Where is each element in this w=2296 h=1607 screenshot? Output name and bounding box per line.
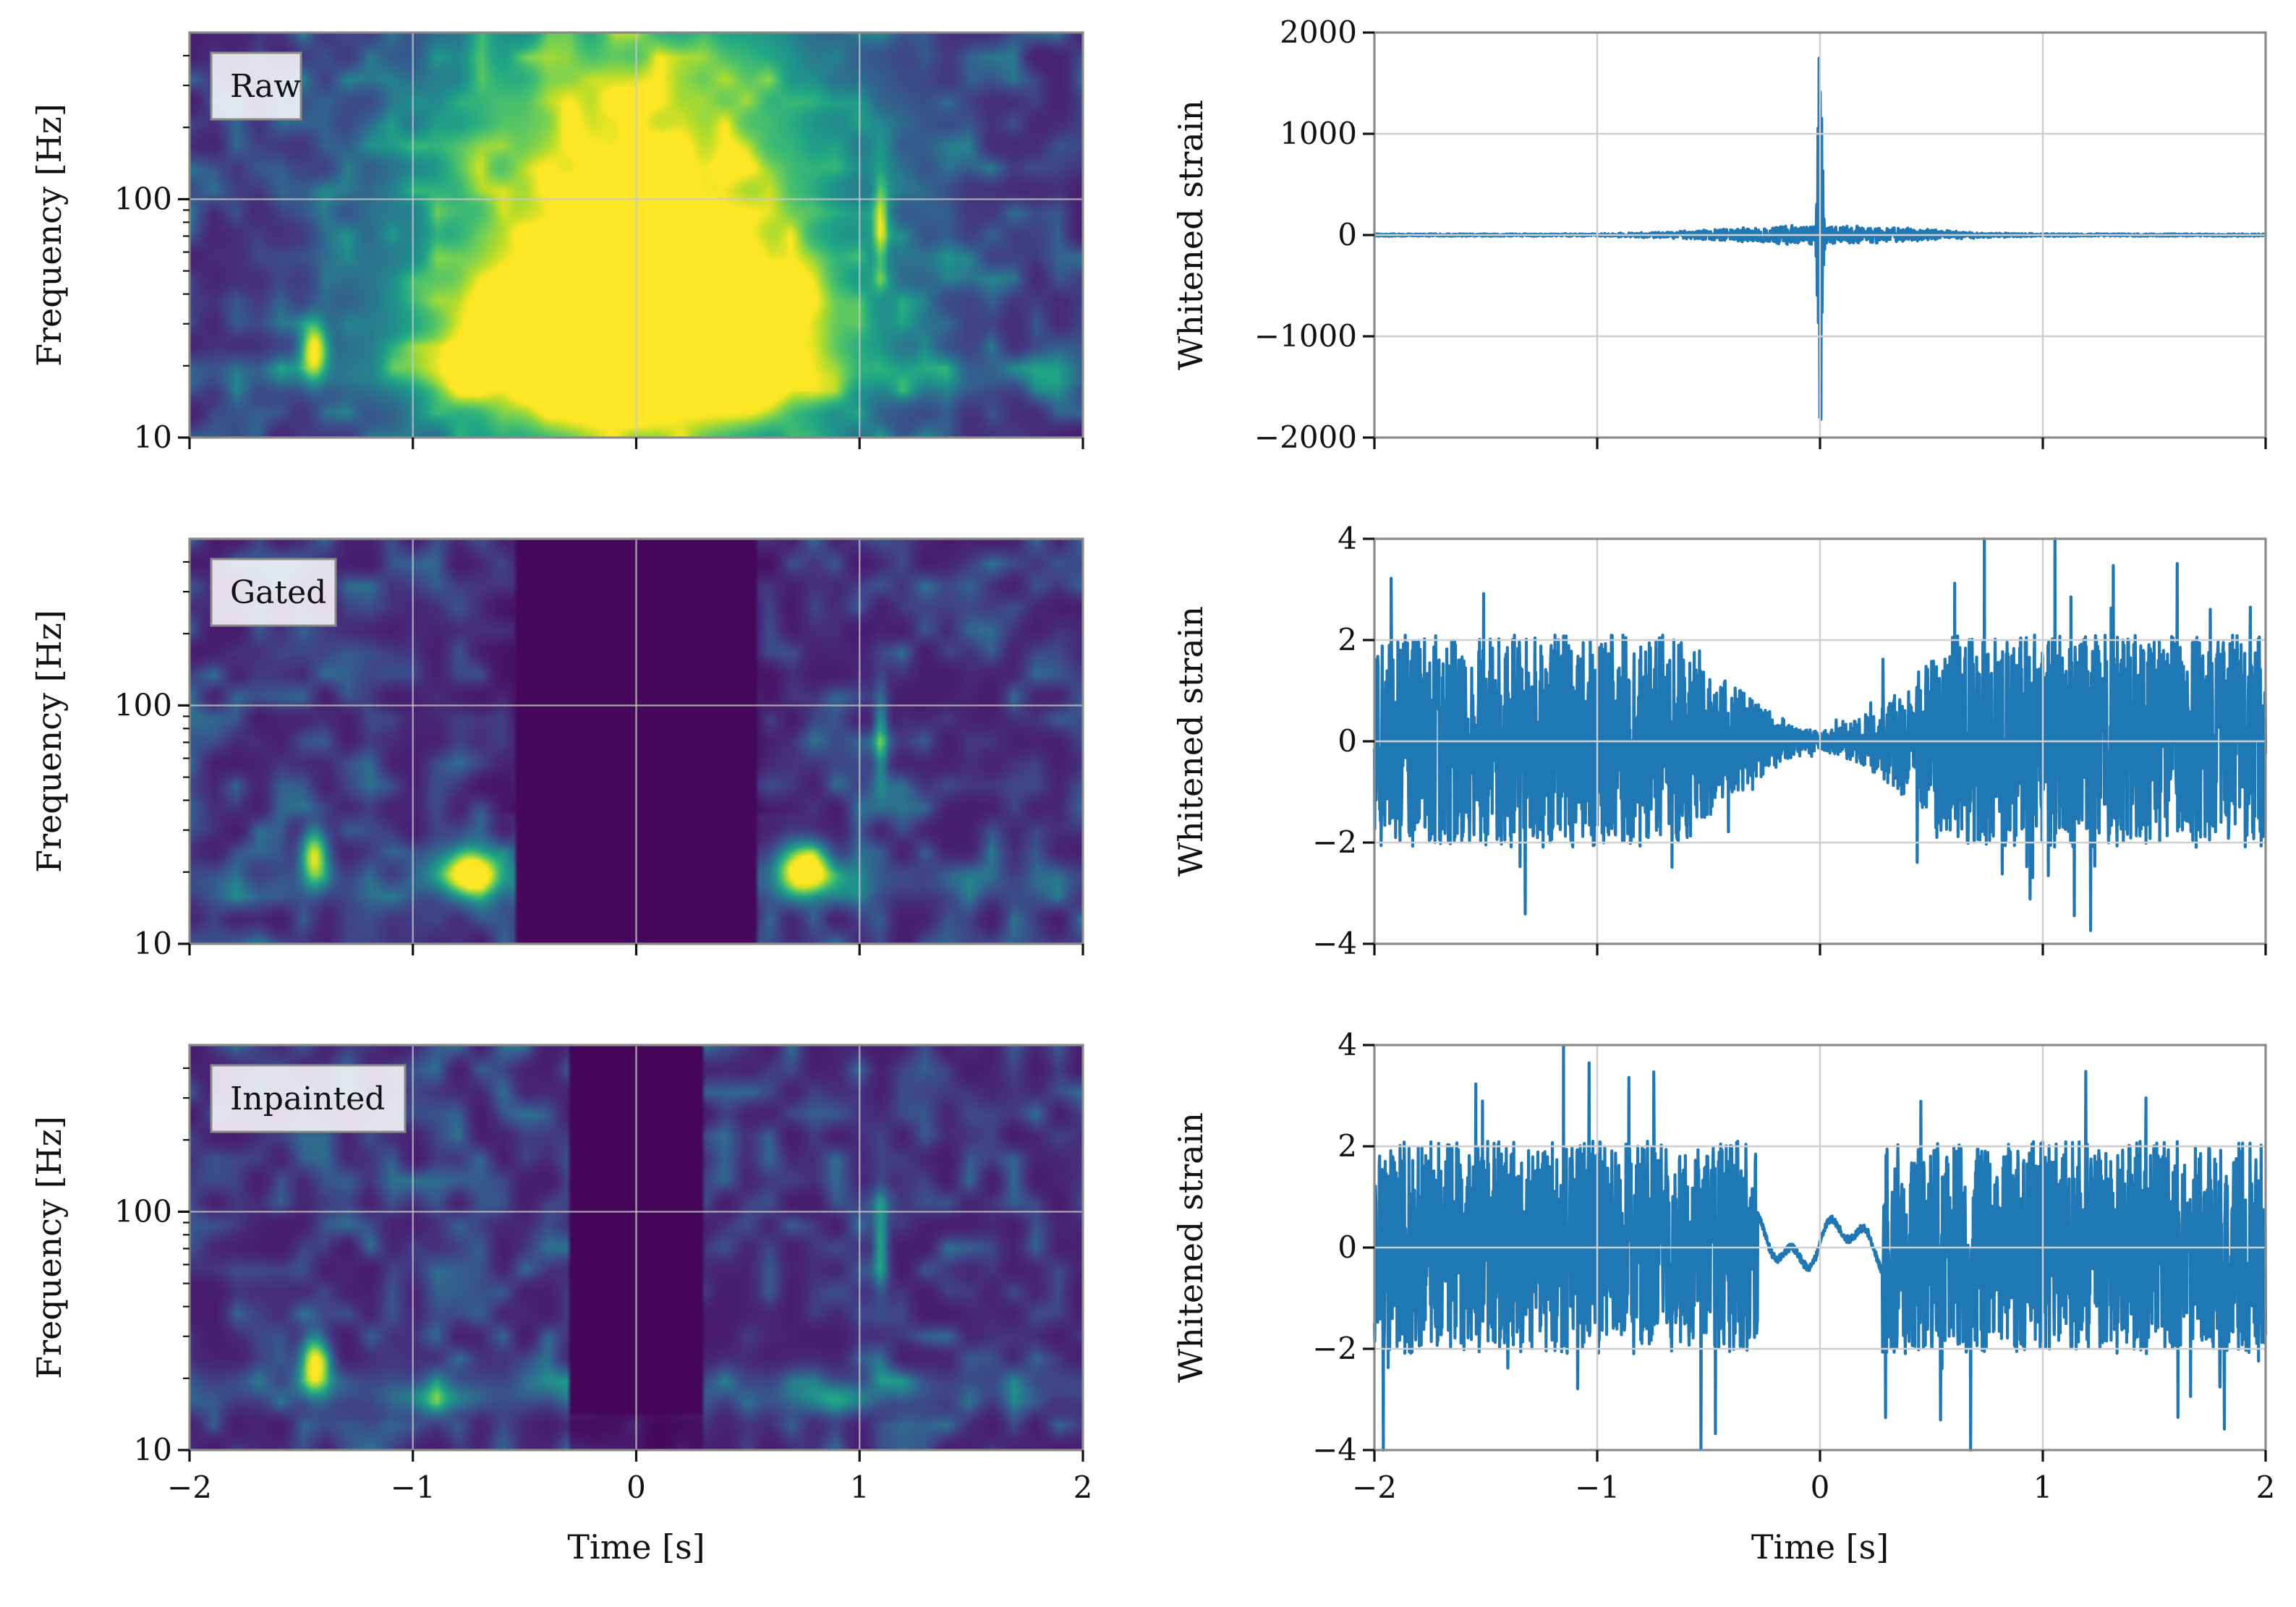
- raw-spectrogram-ytick-label: 10: [134, 419, 172, 455]
- inpainted-strain-xtick-label: 2: [2256, 1470, 2276, 1505]
- raw-strain-ytick-label: 0: [1338, 217, 1357, 252]
- inpainted-strain-ytick-label: −2: [1312, 1331, 1357, 1366]
- gated-strain-ytick-label: 4: [1338, 521, 1357, 556]
- inpainted-strain-ytick-label: 2: [1338, 1128, 1357, 1164]
- inpainted-spectrogram-ytick-label: 10: [134, 1432, 172, 1467]
- inpainted-spectrogram-xtick-label: −1: [391, 1470, 435, 1505]
- gated-spectrogram-label: Gated: [230, 574, 326, 611]
- gated-strain-ytick-label: 2: [1338, 622, 1357, 657]
- gated-strain-ytick-label: 0: [1338, 723, 1357, 759]
- inpainted-strain-xtick-label: 1: [2033, 1470, 2053, 1505]
- raw-spectrogram-ytick-label: 100: [114, 181, 172, 216]
- gated-spectrogram-label-box: [210, 558, 337, 627]
- inpainted-spectrogram-xtick-label: 2: [1073, 1470, 1093, 1505]
- raw-strain-ylabel: Whitened strain: [1171, 100, 1210, 370]
- gated-spectrogram-ytick-label: 10: [134, 926, 172, 961]
- inpainted-spectrogram-label: Inpainted: [230, 1080, 385, 1117]
- raw-strain-ytick-label: 1000: [1280, 116, 1357, 151]
- raw-spectrogram-label-box: [210, 51, 302, 121]
- inpainted-spectrogram-xtick-label: 0: [626, 1470, 646, 1505]
- inpainted-spectrogram-ytick-label: 100: [114, 1193, 172, 1229]
- inpainted-strain-xtick-label: 0: [1811, 1470, 1830, 1505]
- gated-spectrogram-ytick-label: 100: [114, 687, 172, 722]
- raw-strain-ytick-label: −2000: [1254, 419, 1357, 455]
- raw-spectrogram-ylabel: Frequency [Hz]: [30, 103, 69, 367]
- gated-spectrogram-ylabel: Frequency [Hz]: [30, 610, 69, 873]
- inpainted-spectrogram-label-box: [210, 1064, 407, 1133]
- gated-strain-ylabel: Whitened strain: [1171, 606, 1210, 877]
- inpainted-spectrogram-xtick-label: −2: [167, 1470, 212, 1505]
- inpainted-spectrogram-xlabel: Time [s]: [567, 1527, 705, 1566]
- inpainted-strain-xtick-label: −2: [1352, 1470, 1397, 1505]
- gated-strain-ytick-label: −4: [1312, 926, 1357, 961]
- raw-spectrogram-label: Raw: [230, 68, 301, 105]
- inpainted-strain-ylabel: Whitened strain: [1171, 1112, 1210, 1383]
- inpainted-spectrogram-xtick-label: 1: [850, 1470, 869, 1505]
- inpainted-spectrogram-ylabel: Frequency [Hz]: [30, 1116, 69, 1379]
- raw-strain-ytick-label: 2000: [1280, 14, 1357, 50]
- inpainted-strain-xlabel: Time [s]: [1751, 1527, 1889, 1566]
- raw-strain-ytick-label: −1000: [1254, 318, 1357, 354]
- inpainted-strain-ytick-label: 4: [1338, 1027, 1357, 1062]
- inpainted-strain-xtick-label: −1: [1575, 1470, 1620, 1505]
- inpainted-strain-ytick-label: 0: [1338, 1229, 1357, 1265]
- gated-strain-ytick-label: −2: [1312, 824, 1357, 860]
- inpainted-strain-ytick-label: −4: [1312, 1432, 1357, 1467]
